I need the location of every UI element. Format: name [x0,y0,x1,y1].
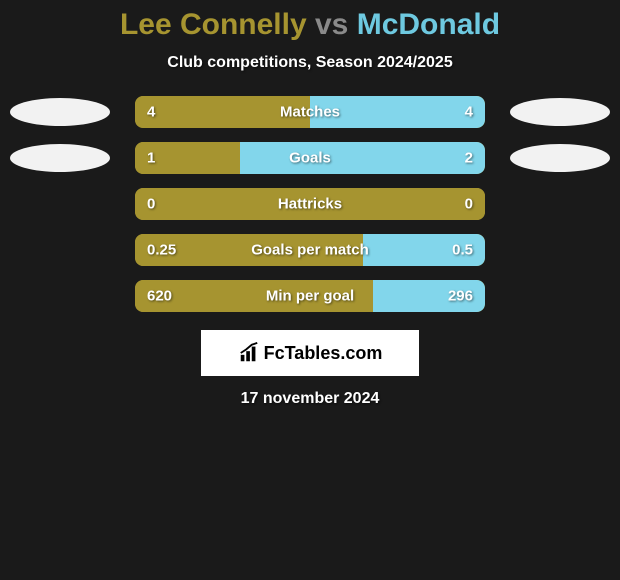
stat-value-left: 1 [147,150,155,167]
stat-bar: 0 0 Hattricks [135,188,485,220]
stat-label: Goals [289,150,331,167]
date-text: 17 november 2024 [0,390,620,408]
branding-text: FcTables.com [264,343,383,364]
stat-value-left: 4 [147,104,155,121]
stat-value-left: 0 [147,196,155,213]
stat-row: 0.25 0.5 Goals per match [0,234,620,266]
bar-segment-right [240,142,485,174]
title-player1: Lee Connelly [120,8,307,41]
player2-marker [510,144,610,172]
spacer [510,190,610,218]
stat-value-right: 4 [465,104,473,121]
stat-row: 1 2 Goals [0,142,620,174]
stat-value-left: 620 [147,288,172,305]
title-vs: vs [315,8,348,41]
stat-bar: 620 296 Min per goal [135,280,485,312]
stat-rows: 4 4 Matches 1 2 Goals 0 0 Hattricks 0.25 0.5 Goals … [0,96,620,312]
spacer [510,236,610,264]
stat-value-right: 0 [465,196,473,213]
stat-bar: 0.25 0.5 Goals per match [135,234,485,266]
title-player2: McDonald [357,8,500,41]
subtitle: Club competitions, Season 2024/2025 [0,54,620,72]
stat-value-right: 2 [465,150,473,167]
chart-icon [238,342,260,364]
spacer [10,282,110,310]
comparison-infographic: Lee Connelly vs McDonald Club competitio… [0,0,620,408]
stat-label: Goals per match [251,242,369,259]
stat-label: Matches [280,104,340,121]
stat-label: Hattricks [278,196,342,213]
stat-value-right: 296 [448,288,473,305]
player1-marker [10,144,110,172]
player2-marker [510,98,610,126]
stat-label: Min per goal [266,288,354,305]
stat-bar: 4 4 Matches [135,96,485,128]
page-title: Lee Connelly vs McDonald [0,8,620,42]
stat-row: 4 4 Matches [0,96,620,128]
stat-bar: 1 2 Goals [135,142,485,174]
stat-value-right: 0.5 [452,242,473,259]
branding-box: FcTables.com [201,330,419,376]
spacer [510,282,610,310]
stat-value-left: 0.25 [147,242,176,259]
player1-marker [10,98,110,126]
spacer [10,190,110,218]
spacer [10,236,110,264]
stat-row: 0 0 Hattricks [0,188,620,220]
stat-row: 620 296 Min per goal [0,280,620,312]
